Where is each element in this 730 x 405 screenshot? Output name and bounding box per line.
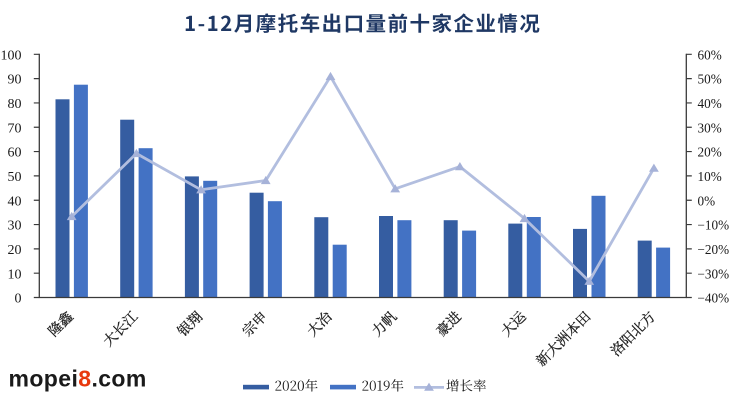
svg-text:mopei8.com: mopei8.com <box>9 365 147 391</box>
svg-text:60: 60 <box>8 146 22 161</box>
svg-text:10: 10 <box>8 267 22 282</box>
svg-text:70: 70 <box>8 121 22 136</box>
svg-text:−10%: −10% <box>698 218 730 233</box>
svg-text:−20%: −20% <box>698 242 730 257</box>
svg-text:30: 30 <box>8 219 22 234</box>
svg-text:0%: 0% <box>698 193 716 208</box>
svg-text:80: 80 <box>8 97 22 112</box>
svg-text:0: 0 <box>15 292 22 307</box>
svg-text:30%: 30% <box>698 120 722 135</box>
svg-text:50: 50 <box>8 170 22 185</box>
svg-text:20%: 20% <box>698 145 722 160</box>
svg-text:20: 20 <box>8 243 22 258</box>
svg-text:40: 40 <box>8 194 22 209</box>
svg-text:50%: 50% <box>698 72 722 87</box>
svg-text:−30%: −30% <box>698 266 730 281</box>
svg-text:60%: 60% <box>698 47 722 62</box>
svg-text:40%: 40% <box>698 96 722 111</box>
svg-text:100: 100 <box>1 48 22 63</box>
svg-text:90: 90 <box>8 73 22 88</box>
svg-text:10%: 10% <box>698 169 722 184</box>
svg-text:−40%: −40% <box>698 291 730 306</box>
